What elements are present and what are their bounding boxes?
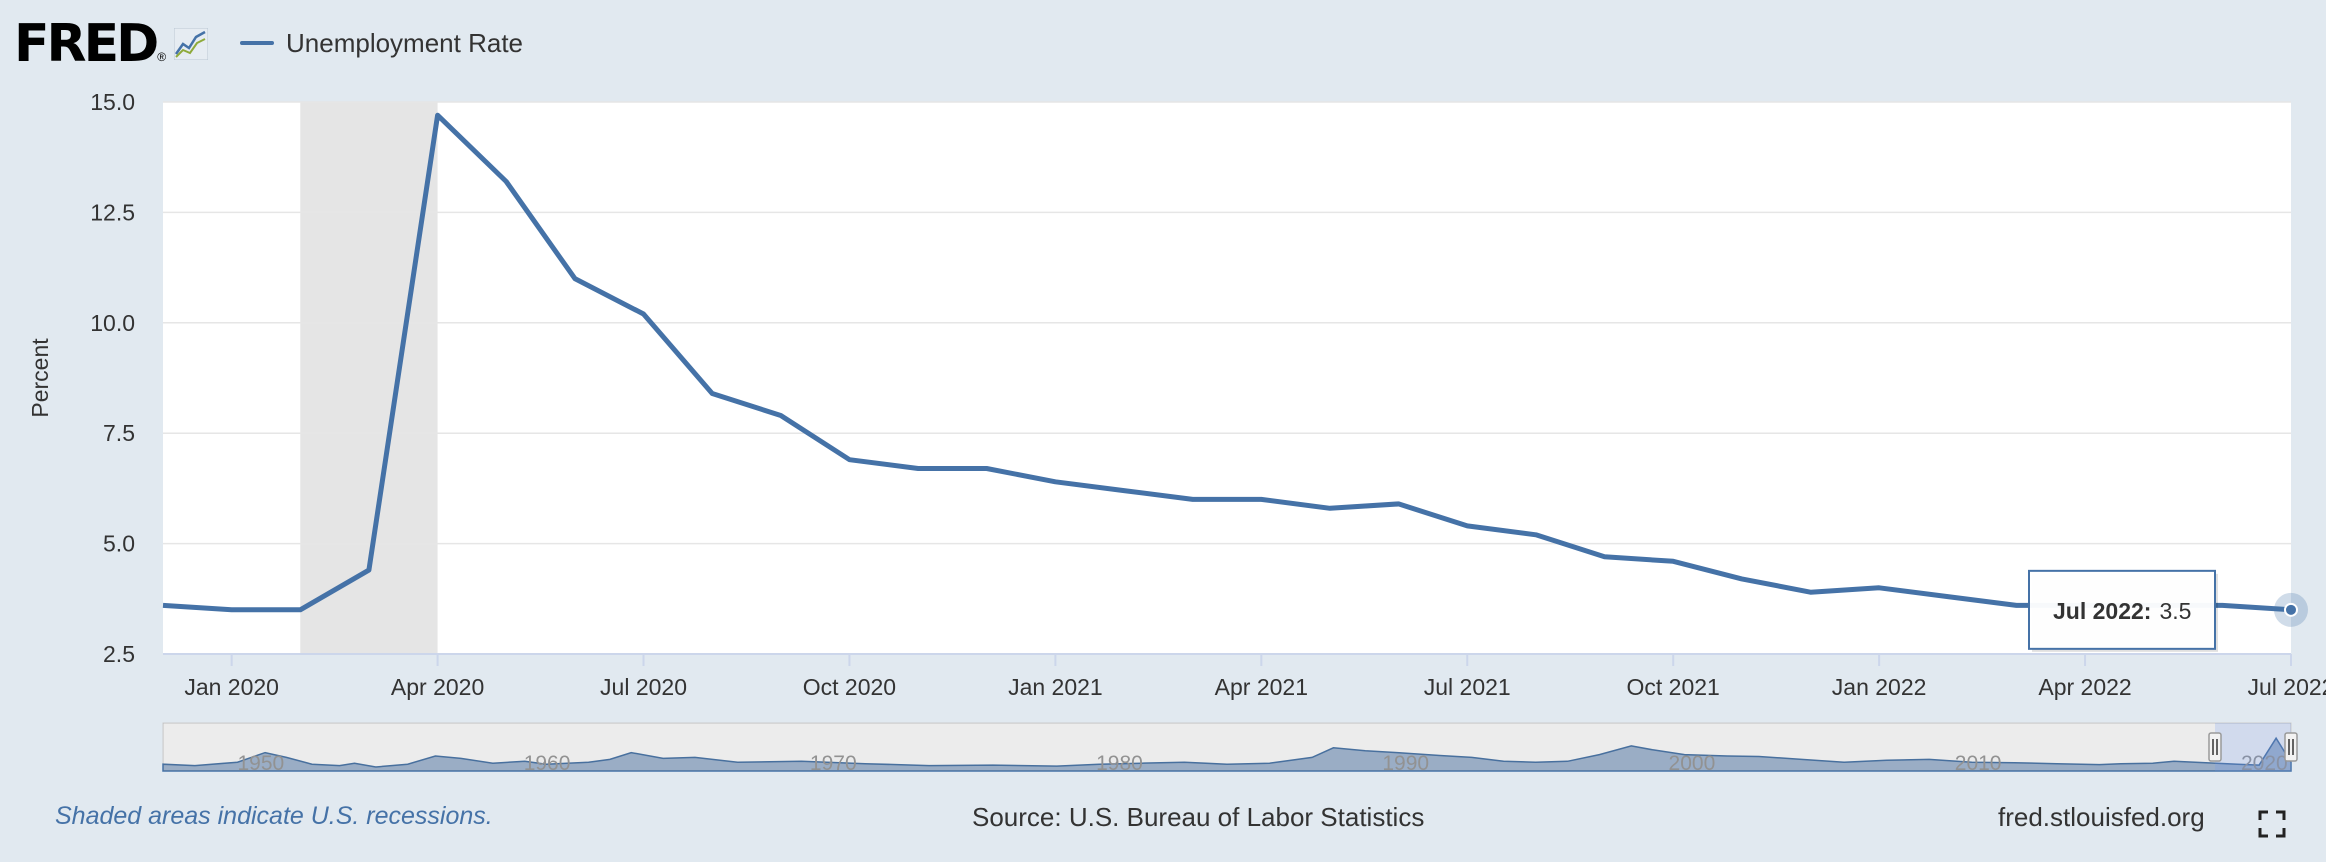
x-tick-label: Jan 2022 — [1832, 674, 1927, 700]
plot-background — [163, 102, 2291, 654]
y-tick-label: 10.0 — [90, 310, 135, 336]
chart-header: FRED ® Unemployment Rate — [0, 0, 2326, 86]
navigator-year-label: 2000 — [1669, 752, 1716, 775]
legend-swatch — [240, 41, 274, 45]
navigator-year-label: 2020 — [2241, 752, 2288, 775]
tooltip-date: Jul 2022: — [2053, 598, 2151, 624]
navigator-handle-right[interactable] — [2284, 732, 2298, 762]
navigator-year-label: 1950 — [237, 752, 284, 775]
navigator-year-label: 2010 — [1955, 752, 2002, 775]
y-tick-label: 7.5 — [103, 420, 135, 446]
navigator-selection[interactable] — [2215, 723, 2291, 771]
fred-logo-text: FRED — [14, 14, 159, 74]
line-graph-icon — [174, 28, 209, 60]
series-line-unemployment-rate[interactable] — [162, 112, 2292, 613]
tooltip-box — [2028, 569, 2216, 650]
navigator-year-label: 1970 — [810, 752, 857, 775]
x-tick-label: Jul 2021 — [1424, 674, 1511, 700]
x-tick-label: Apr 2022 — [2038, 674, 2131, 700]
x-tick-label: Apr 2021 — [1215, 674, 1308, 700]
tooltip-text: Jul 2022: 3.5 — [2053, 598, 2191, 624]
x-tick-label: Oct 2021 — [1627, 674, 1720, 700]
fred-logo-registered-mark: ® — [157, 50, 167, 64]
data-source: Source: U.S. Bureau of Labor Statistics — [972, 802, 1425, 832]
fullscreen-icon[interactable] — [2258, 810, 2286, 838]
y-tick-label: 15.0 — [90, 89, 135, 115]
hover-point[interactable] — [2284, 602, 2298, 617]
x-tick-label: Apr 2020 — [391, 674, 484, 700]
navigator-series-area — [162, 736, 2292, 772]
x-tick-label: Jan 2020 — [184, 674, 279, 700]
fred-logo[interactable]: FRED ® — [14, 14, 209, 74]
chart-area[interactable]: 15.0 12.5 10.0 7.5 5.0 2.5 Jan 2020 Apr 2020 Ju… — [0, 0, 2326, 800]
tooltip-value: 3.5 — [2159, 598, 2191, 624]
x-tick-label: Oct 2020 — [803, 674, 896, 700]
y-axis-label: Percent — [27, 338, 53, 418]
x-tick-label: Jul 2020 — [600, 674, 687, 700]
y-tick-label: 2.5 — [103, 641, 135, 667]
navigator-year-label: 1990 — [1382, 752, 1429, 775]
chart-legend[interactable]: Unemployment Rate — [240, 26, 523, 60]
navigator-handle-left[interactable] — [2208, 732, 2222, 762]
y-tick-label: 12.5 — [90, 199, 135, 225]
y-tick-label: 5.0 — [103, 531, 135, 557]
navigator-mask-left — [163, 723, 2215, 771]
x-tick-label: Jan 2021 — [1008, 674, 1103, 700]
recession-note: Shaded areas indicate U.S. recessions. — [55, 802, 493, 830]
navigator-year-label: 1960 — [524, 752, 571, 775]
navigator-year-label: 1980 — [1096, 752, 1143, 775]
x-tick-label: Jul 2022 — [2248, 674, 2326, 700]
site-url[interactable]: fred.stlouisfed.org — [1998, 802, 2205, 832]
legend-label: Unemployment Rate — [286, 27, 523, 58]
